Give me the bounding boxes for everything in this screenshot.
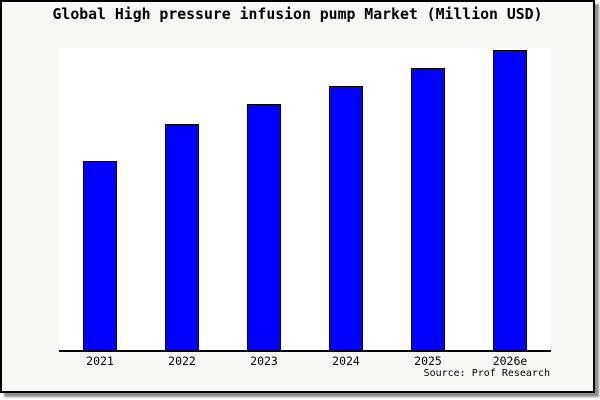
x-tick-label-2021: 2021 (86, 354, 114, 368)
plot-area (59, 48, 551, 352)
bar-2026e (493, 50, 527, 350)
chart-title: Global High pressure infusion pump Marke… (52, 6, 543, 23)
bar-2022 (165, 124, 199, 350)
x-tick-label-2024: 2024 (332, 354, 360, 368)
bar-2021 (83, 161, 117, 350)
x-tick-label-2025: 2025 (414, 354, 442, 368)
x-tick-label-2022: 2022 (168, 354, 196, 368)
x-tick-label-2026e: 2026e (492, 354, 528, 368)
x-tick-label-2023: 2023 (250, 354, 278, 368)
bar-2023 (247, 104, 281, 350)
x-axis-labels: 2021 2022 2023 2024 2025 2026e (59, 354, 551, 369)
source-credit: Source: Prof Research (423, 368, 550, 379)
bar-2024 (329, 86, 363, 350)
bar-2025 (411, 68, 445, 350)
